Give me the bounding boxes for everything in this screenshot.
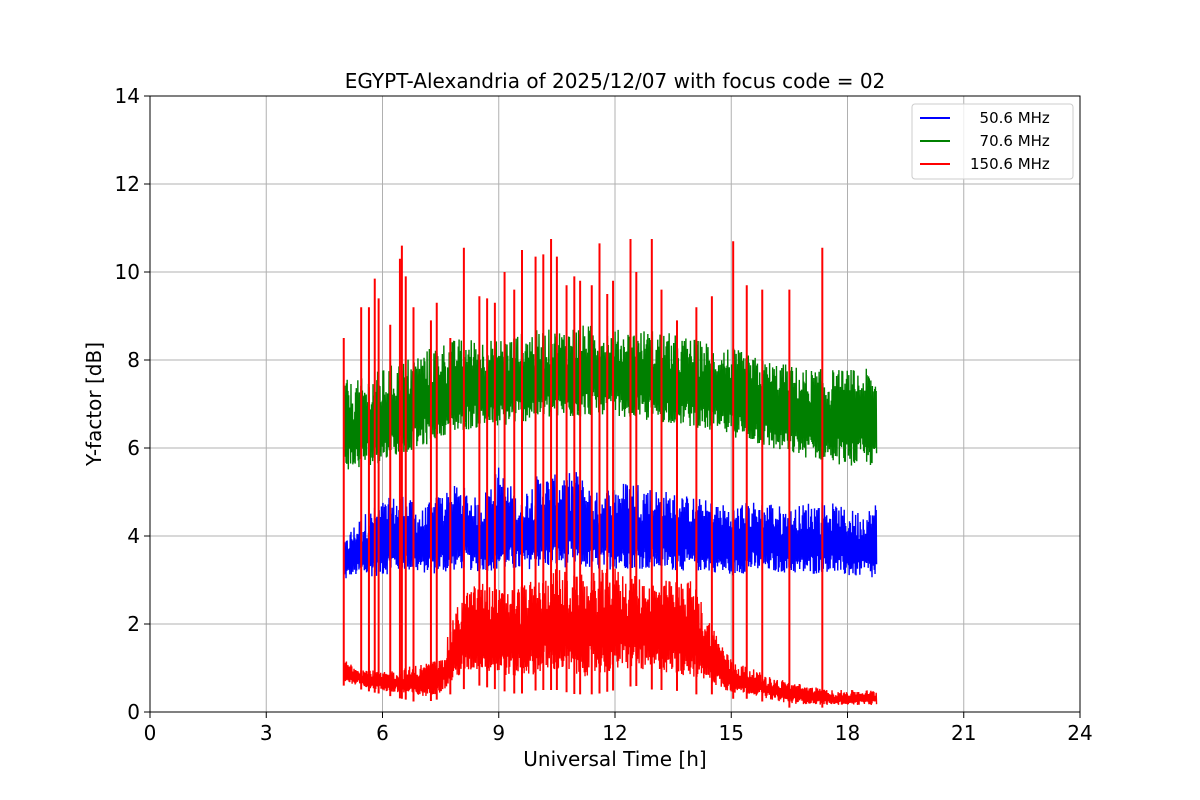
x-tick-label: 12 (602, 721, 627, 745)
legend-label: 50.6 MHz (970, 109, 1050, 127)
x-axis-label: Universal Time [h] (523, 747, 706, 771)
legend: 50.6 MHz 70.6 MHz 150.6 MHz (911, 103, 1074, 180)
series-layer (342, 239, 878, 708)
y-axis-label: Y-factor [dB] (82, 342, 106, 467)
x-tick-label: 18 (835, 721, 860, 745)
series-trace (343, 467, 878, 579)
y-tick-label: 6 (127, 436, 140, 460)
x-tick-label: 9 (492, 721, 505, 745)
x-tick-label: 6 (376, 721, 389, 745)
y-tick-label: 14 (115, 84, 140, 108)
y-tick-label: 8 (127, 348, 140, 372)
series-150_6-mhz (342, 239, 878, 708)
x-tick-label: 21 (951, 721, 976, 745)
chart-title: EGYPT-Alexandria of 2025/12/07 with focu… (345, 69, 886, 93)
legend-label: 150.6 MHz (970, 155, 1050, 173)
y-tick-label: 0 (127, 700, 140, 724)
x-tick-label: 0 (144, 721, 157, 745)
series-trace (343, 325, 878, 470)
y-tick-label: 2 (127, 612, 140, 636)
x-tick-label: 15 (719, 721, 744, 745)
series-50_6-mhz (343, 467, 878, 579)
y-tick-label: 4 (127, 524, 140, 548)
y-tick-label: 10 (115, 260, 140, 284)
series-70_6-mhz (343, 325, 878, 470)
legend-label: 70.6 MHz (970, 132, 1050, 150)
series-trace (343, 568, 878, 705)
x-tick-label: 3 (260, 721, 273, 745)
x-tick-label: 24 (1067, 721, 1092, 745)
legend-box (911, 103, 1074, 180)
y-tick-label: 12 (115, 172, 140, 196)
